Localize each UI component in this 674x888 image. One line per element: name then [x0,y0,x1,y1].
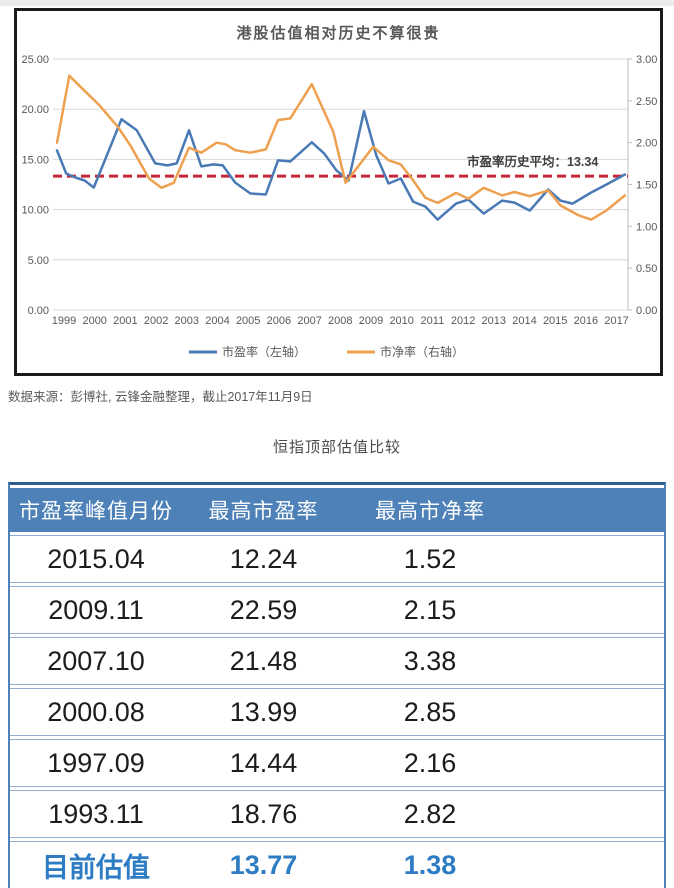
pe-average-annotation: 市盈率历史平均：13.34 [467,154,598,169]
right-axis-tick-label: 1.00 [636,221,657,233]
table-row: 2007.10 21.48 3.38 [10,637,664,685]
valuation-line-chart: 25.00 20.00 15.00 10.00 5.00 0.00 3.00 2.50 2.00… [21,54,657,359]
right-axis-tick-label: 0.50 [636,263,657,275]
valuation-table-panel: 市盈率峰值月份 最高市盈率 最高市净率 2015.04 12.24 1.52 2009.1… [8,482,666,888]
table-title: 恒指顶部估值比较 [272,439,401,456]
left-axis-tick-label: 20.00 [21,104,49,116]
page-top-strip [0,0,674,6]
table-cell: 2.15 [345,586,515,634]
table-cell [515,637,664,685]
x-axis-tick-label: 2002 [144,315,168,327]
x-axis-tick-label: 2013 [482,315,506,327]
table-header-cell: 最高市净率 [345,488,515,532]
table-cell: 2009.11 [10,586,182,634]
table-cell: 2007.10 [10,637,182,685]
table-cell: 18.76 [182,790,345,838]
table-cell: 13.99 [182,688,345,736]
valuation-comparison-table: 市盈率峰值月份 最高市盈率 最高市净率 2015.04 12.24 1.52 2009.1… [10,485,664,888]
right-axis-tick-label: 2.00 [636,138,657,150]
table-cell [515,688,664,736]
table-cell: 14.44 [182,739,345,787]
left-axis-tick-label: 5.00 [28,255,49,267]
x-axis-tick-label: 2015 [543,315,567,327]
valuation-chart-panel: 港股估值相对历史不算很贵 25.00 20.00 15.00 10.00 5.00 0.0… [14,8,663,376]
table-cell [515,841,664,888]
left-axis-tick-label: 0.00 [28,305,49,317]
table-row: 2015.04 12.24 1.52 [10,535,664,583]
table-cell: 12.24 [182,535,345,583]
right-axis-tick-label: 1.50 [636,180,657,192]
x-axis-tick-label: 2009 [359,315,383,327]
left-axis-tick-label: 15.00 [21,154,49,166]
table-header-cell [515,488,664,532]
table-cell: 2.16 [345,739,515,787]
table-header-cell: 最高市盈率 [182,488,345,532]
x-axis-tick-label: 2004 [205,315,229,327]
x-axis-tick-label: 2005 [236,315,260,327]
x-axis-tick-label: 2012 [451,315,475,327]
table-cell: 目前估值 [10,841,182,888]
table-header-cell: 市盈率峰值月份 [10,488,182,532]
x-axis-tick-label: 2014 [512,315,536,327]
table-cell: 1993.11 [10,790,182,838]
table-cell [515,790,664,838]
table-footer-row: 目前估值 13.77 1.38 [10,841,664,888]
x-axis-tick-label: 2006 [267,315,291,327]
table-row: 2000.08 13.99 2.85 [10,688,664,736]
right-axis-tick-label: 2.50 [636,96,657,108]
table-row: 2009.11 22.59 2.15 [10,586,664,634]
x-axis-tick-label: 2011 [421,315,445,327]
legend-label: 市净率（右轴） [380,344,464,359]
table-header: 市盈率峰值月份 最高市盈率 最高市净率 [10,488,664,532]
table-cell: 3.38 [345,637,515,685]
x-axis-tick-label: 2017 [604,315,628,327]
x-axis-tick-label: 2008 [328,315,352,327]
pb-ratio-series-line [55,74,627,221]
legend-label: 市盈率（左轴） [222,344,306,359]
pe-ratio-series-line [55,109,627,221]
table-cell: 21.48 [182,637,345,685]
table-cell: 1.52 [345,535,515,583]
table-row: 1997.09 14.44 2.16 [10,739,664,787]
x-axis-tick-label: 1999 [52,315,76,327]
table-row: 1993.11 18.76 2.82 [10,790,664,838]
table-cell [515,535,664,583]
right-axis-tick-label: 3.00 [636,54,657,66]
table-cell: 2000.08 [10,688,182,736]
table-cell: 1.38 [345,841,515,888]
x-axis-tick-label: 2016 [574,315,598,327]
table-cell: 1997.09 [10,739,182,787]
x-axis-tick-label: 2003 [175,315,199,327]
table-cell [515,739,664,787]
table-cell: 2.82 [345,790,515,838]
left-axis-tick-label: 25.00 [21,54,49,66]
table-cell: 13.77 [182,841,345,888]
table-cell: 22.59 [182,586,345,634]
x-axis-tick-label: 2010 [389,315,413,327]
table-cell [515,586,664,634]
x-axis-tick-label: 2007 [297,315,321,327]
x-axis-tick-label: 2000 [82,315,106,327]
left-axis-tick-label: 10.00 [21,205,49,217]
table-cell: 2015.04 [10,535,182,583]
chart-title: 港股估值相对历史不算很贵 [236,25,441,42]
table-cell: 2.85 [345,688,515,736]
right-axis-tick-label: 0.00 [636,305,657,317]
x-axis-tick-label: 2001 [113,315,137,327]
data-source-note: 数据来源：彭博社, 云锋金融整理，截止2017年11月9日 [8,390,313,404]
